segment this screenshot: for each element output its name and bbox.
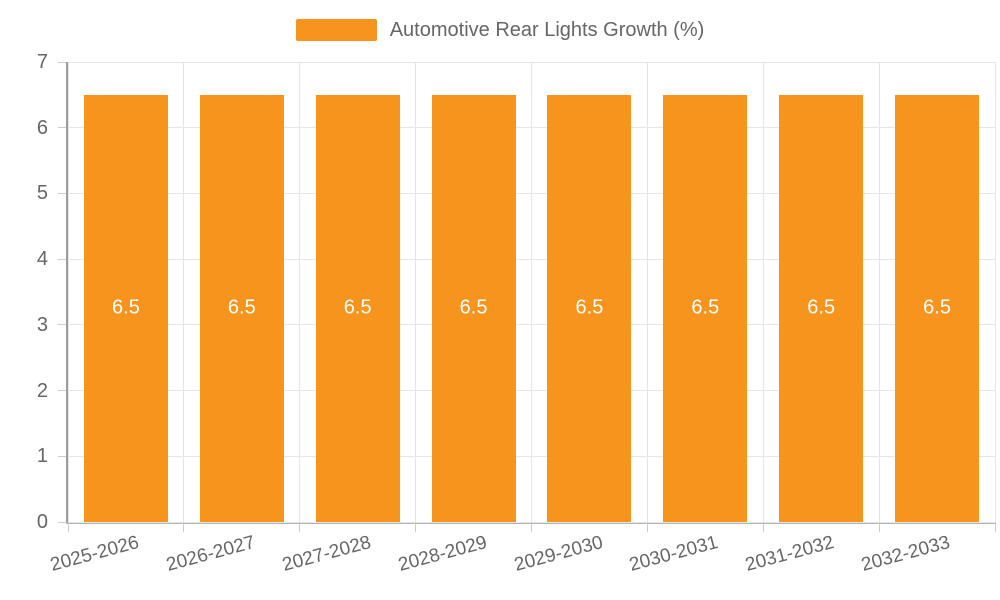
bar[interactable]: 6.5	[431, 94, 516, 522]
legend-swatch-icon	[295, 19, 377, 41]
y-axis-tick	[58, 390, 66, 392]
bar[interactable]: 6.5	[315, 94, 400, 522]
bar[interactable]: 6.5	[547, 94, 632, 522]
plot-area: 0 1 2 3 4 5 6 7 6.5 2025-2026 6.5 2026-2027 6.5 2027-…	[37, 52, 996, 576]
x-axis-tick	[183, 522, 185, 532]
x-axis-line	[66, 522, 995, 524]
gridline-vertical	[646, 62, 648, 522]
x-axis-label: 2026-2027	[164, 532, 258, 576]
gridline-vertical	[67, 62, 69, 522]
bar[interactable]: 6.5	[199, 94, 284, 522]
y-axis-line	[66, 62, 68, 522]
y-axis-label: 7	[36, 51, 48, 73]
x-axis-label: 2025-2026	[48, 532, 142, 576]
bar[interactable]: 6.5	[83, 94, 168, 522]
x-axis-label: 2031-2032	[743, 532, 837, 576]
bar-value-label: 6.5	[227, 296, 256, 319]
gridline-vertical	[299, 62, 301, 522]
x-axis-label: 2028-2029	[395, 532, 489, 576]
x-axis-label: 2027-2028	[279, 532, 374, 576]
bar-value-label: 6.5	[575, 296, 604, 319]
y-axis-tick	[58, 61, 66, 63]
x-axis-label: 2032-2033	[859, 532, 953, 576]
x-axis-tick	[531, 522, 532, 532]
gridline-vertical	[994, 62, 996, 522]
x-axis-label: 2029-2030	[511, 532, 605, 576]
y-axis-label: 0	[36, 511, 48, 533]
y-axis-label: 6	[36, 116, 48, 139]
y-axis-tick	[58, 258, 66, 260]
bar-value-label: 6.5	[691, 296, 720, 319]
bar-value-label: 6.5	[343, 296, 372, 319]
bar[interactable]: 6.5	[663, 94, 748, 522]
y-axis-label: 5	[36, 182, 48, 205]
gridline-vertical	[183, 62, 185, 522]
bar[interactable]: 6.5	[895, 94, 980, 522]
gridline-vertical	[878, 62, 880, 522]
y-axis-tick	[58, 192, 66, 194]
x-axis-tick	[67, 522, 69, 532]
y-axis-label: 2	[36, 379, 48, 402]
legend-label: Automotive Rear Lights Growth (%)	[389, 18, 705, 41]
x-axis-tick	[415, 522, 417, 532]
x-axis-tick	[994, 522, 996, 532]
y-axis-label: 1	[36, 445, 48, 468]
bar[interactable]: 6.5	[779, 94, 864, 522]
y-axis-label: 3	[36, 313, 48, 336]
bar-value-label: 6.5	[923, 296, 951, 319]
gridline-vertical	[762, 62, 764, 522]
y-axis-tick	[58, 521, 66, 523]
x-axis-tick	[646, 522, 648, 532]
x-axis-tick	[762, 522, 764, 532]
bar-value-label: 6.5	[807, 296, 836, 319]
y-axis-label: 4	[36, 248, 48, 271]
gridline-vertical	[415, 62, 417, 522]
legend-item[interactable]: Automotive Rear Lights Growth (%)	[0, 16, 1000, 44]
bar-value-label: 6.5	[112, 296, 140, 319]
x-axis-tick	[299, 522, 301, 532]
y-axis-tick	[58, 455, 66, 457]
x-axis-tick	[878, 522, 880, 532]
bar-value-label: 6.5	[459, 296, 488, 319]
y-axis-tick	[58, 324, 66, 326]
gridline-vertical	[531, 62, 532, 522]
y-axis-tick	[58, 127, 66, 129]
x-axis-label: 2030-2031	[627, 532, 721, 576]
